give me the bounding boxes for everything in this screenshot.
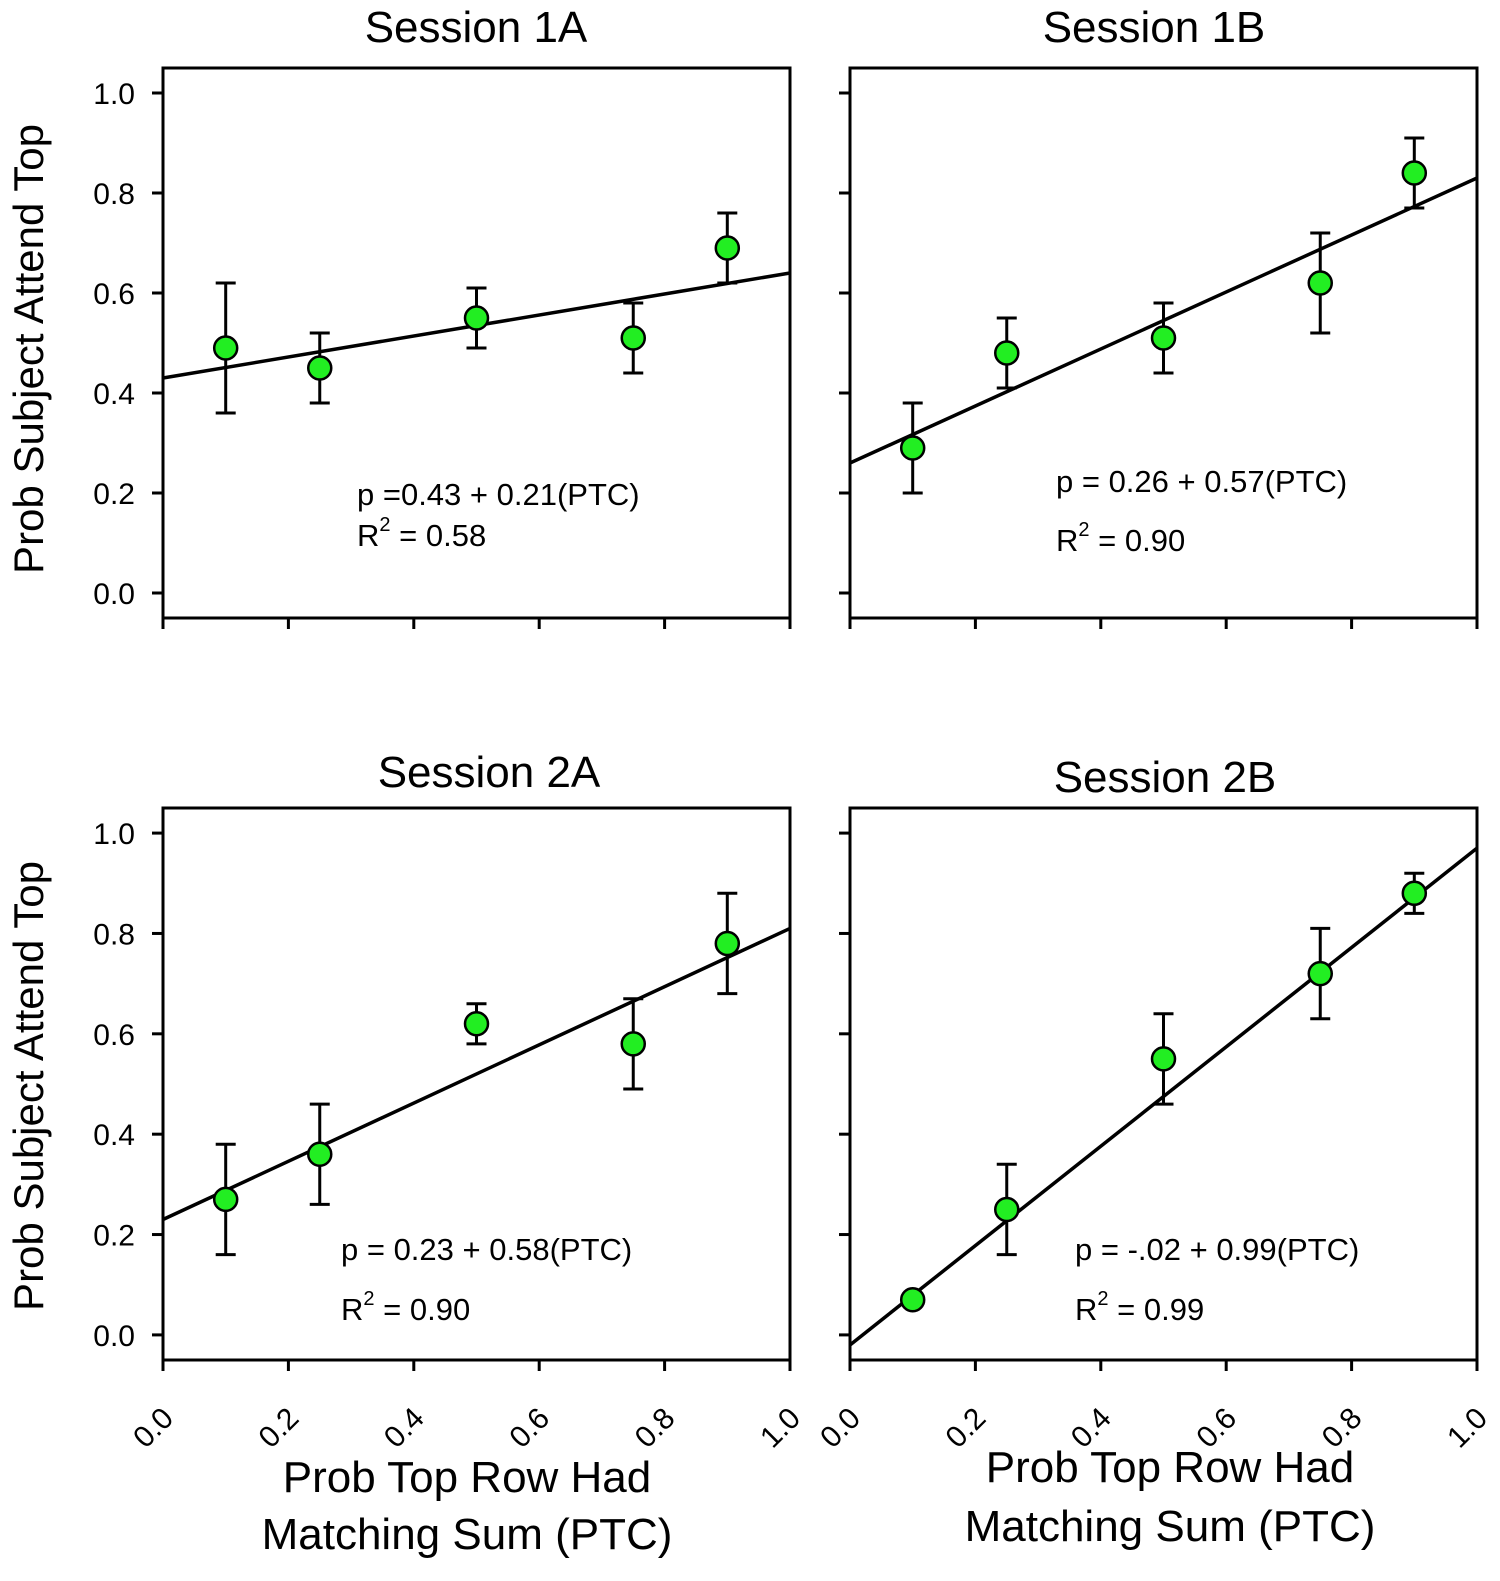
data-point [1307, 270, 1333, 296]
data-point [899, 1287, 926, 1313]
x-tick-label: 0.8 [629, 1402, 682, 1455]
y-tick-label: 0.6 [93, 1019, 135, 1052]
y-axis-label: Prob Subject Attend Top [5, 861, 52, 1311]
r-squared-value: = 0.90 [375, 1292, 471, 1327]
data-point [899, 435, 926, 461]
r-squared-symbol: R [1056, 523, 1078, 558]
r-squared-exponent: 2 [379, 514, 390, 536]
r-squared-value: = 0.90 [1090, 523, 1186, 558]
r-squared-exponent: 2 [1078, 519, 1089, 541]
x-tick-label: 0.0 [814, 1402, 867, 1455]
x-tick-label: 1.0 [754, 1402, 807, 1455]
x-tick-label: 0.0 [127, 1402, 180, 1455]
r-squared-symbol: R [357, 518, 379, 553]
plot-frame [848, 806, 1479, 1362]
data-points [212, 891, 741, 1257]
x-axis-label-line2: Matching Sum (PTC) [262, 1510, 673, 1559]
data-point [714, 235, 741, 261]
data-point [307, 1141, 333, 1168]
x-tick-label: 1.0 [1441, 1402, 1494, 1455]
plot-frame [848, 66, 1479, 620]
y-tick-label: 0.6 [93, 278, 135, 311]
x-axis-label-line2: Matching Sum (PTC) [965, 1502, 1376, 1551]
y-tick-label: 0.2 [93, 1220, 135, 1253]
panel-title: Session 1A [365, 3, 588, 52]
y-tick-label: 0.8 [93, 918, 135, 951]
r-squared-symbol: R [1075, 1292, 1097, 1327]
y-axis-label: Prob Subject Attend Top [5, 124, 52, 574]
r-squared: R2 = 0.90 [341, 1288, 470, 1327]
data-point [463, 1011, 490, 1037]
data-point [1401, 160, 1428, 186]
r-squared-exponent: 2 [363, 1288, 374, 1310]
data-point [463, 305, 490, 331]
data-point [1150, 325, 1177, 351]
data-point [994, 1196, 1020, 1223]
y-tick-label: 0.2 [93, 478, 135, 511]
axes: 0.0 0.2 0.4 0.6 0.8 1.0 [93, 78, 792, 629]
r-squared: R2 = 0.99 [1075, 1288, 1204, 1327]
data-points [212, 211, 741, 415]
x-axis-label-line1: Prob Top Row Had [283, 1453, 652, 1502]
fit-line [162, 926, 791, 1222]
panel-title: Session 2A [378, 748, 601, 797]
data-point [620, 1031, 646, 1057]
y-tick-label: 0.0 [93, 578, 135, 611]
y-tick-label: 0.4 [93, 378, 135, 411]
x-tick-label: 0.2 [253, 1402, 306, 1455]
r-squared-symbol: R [341, 1292, 363, 1327]
panel-session-2a: Session 2A 0.0 0.2 0.4 0.6 0.8 1.0 0.0 0.2 0.4 0.… [93, 748, 807, 1454]
plot-frame [161, 806, 792, 1362]
data-point [1307, 960, 1333, 987]
data-point [714, 930, 741, 957]
r-squared: R2 = 0.58 [357, 514, 486, 553]
x-axis-label-line1: Prob Top Row Had [986, 1443, 1355, 1492]
y-tick-label: 0.0 [93, 1320, 135, 1353]
y-tick-label: 1.0 [93, 78, 135, 111]
fit-equation: p = 0.26 + 0.57(PTC) [1056, 464, 1347, 499]
y-tick-label: 1.0 [93, 818, 135, 851]
x-tick-label: 0.2 [940, 1402, 993, 1455]
fit-equation: p = 0.23 + 0.58(PTC) [341, 1232, 632, 1267]
fit-lines [162, 926, 791, 1222]
data-points [899, 136, 1428, 495]
data-point [1401, 880, 1428, 907]
axes [839, 91, 1479, 629]
data-point [307, 355, 333, 381]
data-point [212, 1186, 239, 1213]
r-squared-exponent: 2 [1097, 1288, 1108, 1310]
panel-title: Session 1B [1043, 3, 1266, 52]
data-point [1150, 1046, 1177, 1072]
r-squared-value: = 0.99 [1109, 1292, 1205, 1327]
panel-title: Session 2B [1054, 753, 1277, 802]
r-squared-value: = 0.58 [391, 518, 487, 553]
panel-session-1a: Session 1A 0.0 0.2 0.4 0.6 0.8 1.0 p =0.43 + … [93, 3, 792, 629]
data-point [212, 335, 239, 361]
data-point [994, 340, 1020, 366]
plot-frame [161, 66, 792, 620]
r-squared: R2 = 0.90 [1056, 519, 1185, 558]
data-points [899, 871, 1428, 1313]
fit-equation: p =0.43 + 0.21(PTC) [357, 477, 640, 512]
panel-session-2b: Session 2B 0.0 0.2 0.4 0.6 0.8 1.0 p = -.02 +… [814, 753, 1494, 1454]
y-tick-label: 0.4 [93, 1119, 135, 1152]
x-tick-label: 0.4 [378, 1402, 431, 1455]
fit-equation: p = -.02 + 0.99(PTC) [1075, 1232, 1359, 1267]
y-tick-label: 0.8 [93, 178, 135, 211]
data-point [620, 325, 646, 351]
panel-session-1b: Session 1B p = 0.26 + 0.57(PTC) R2 = 0.9… [839, 3, 1479, 629]
x-tick-label: 0.6 [503, 1402, 556, 1455]
